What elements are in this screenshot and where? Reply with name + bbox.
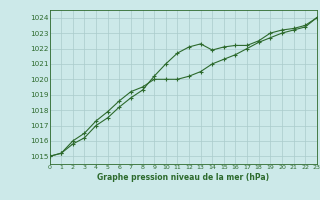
X-axis label: Graphe pression niveau de la mer (hPa): Graphe pression niveau de la mer (hPa) <box>97 173 269 182</box>
